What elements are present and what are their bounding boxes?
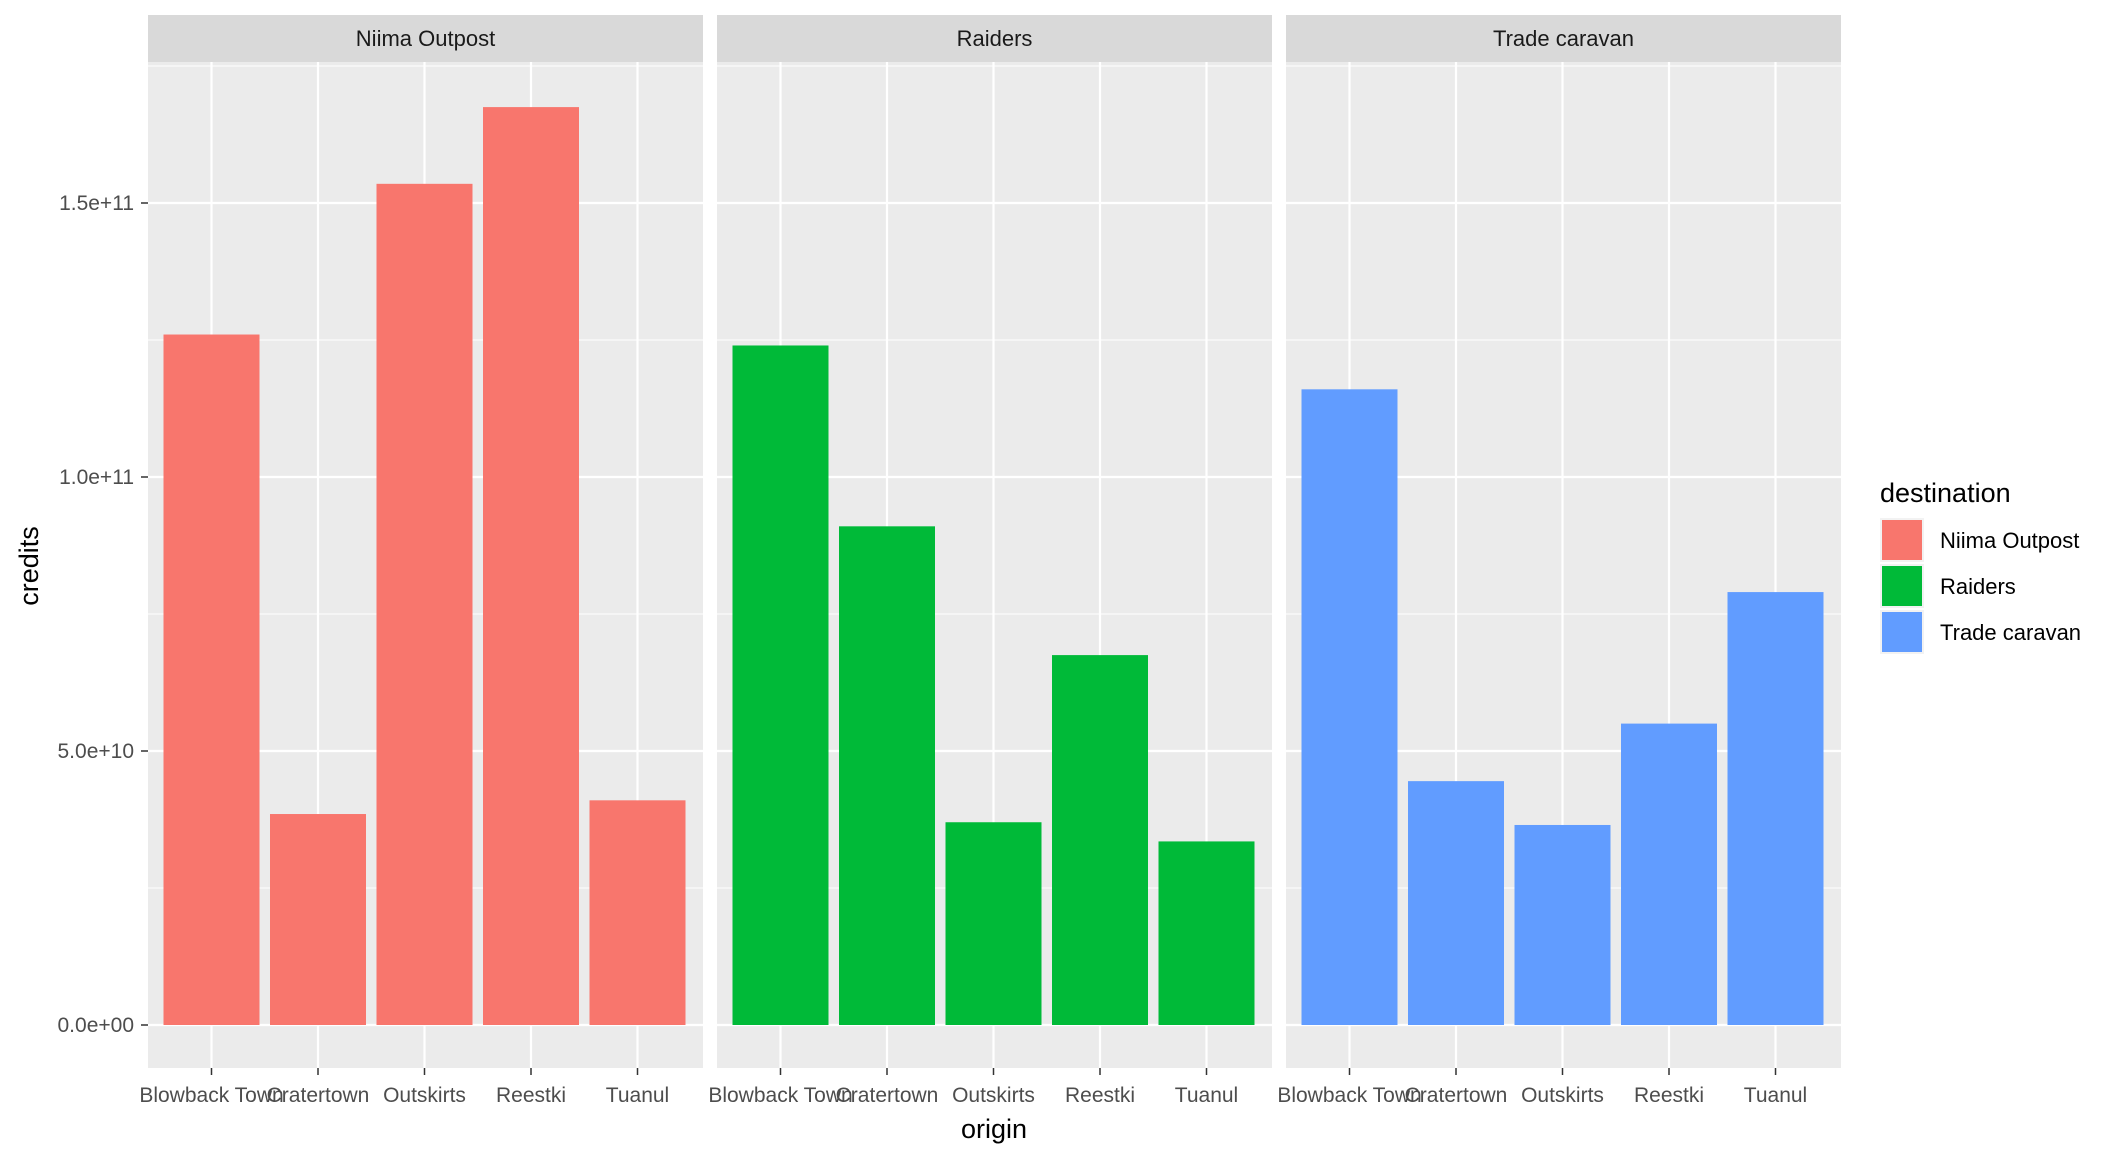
bar [1052, 655, 1148, 1025]
facet-strip [148, 15, 703, 62]
x-tick-label: Blowback Town [1277, 1084, 1421, 1107]
x-tick-label: Outskirts [952, 1084, 1035, 1107]
bar [1408, 781, 1504, 1025]
legend-key [1882, 520, 1922, 560]
facet-strip-label: Raiders [957, 26, 1033, 51]
x-tick-label: Cratertown [267, 1084, 370, 1107]
x-tick-label: Blowback Town [139, 1084, 283, 1107]
facet-strip [1286, 15, 1841, 62]
x-tick-label: Reestki [1065, 1084, 1135, 1107]
legend-label: Niima Outpost [1940, 528, 2079, 553]
x-tick-label: Reestki [1634, 1084, 1704, 1107]
x-tick-label: Cratertown [836, 1084, 939, 1107]
bar [945, 822, 1042, 1025]
y-tick-label: 0.0e+00 [58, 1014, 135, 1037]
x-tick-label: Outskirts [383, 1084, 466, 1107]
bar [589, 800, 686, 1025]
x-axis-title: origin [961, 1114, 1027, 1144]
bar [1727, 592, 1824, 1025]
bar [1301, 389, 1398, 1025]
bar [163, 334, 260, 1025]
legend-key [1882, 612, 1922, 652]
x-tick-label: Cratertown [1405, 1084, 1508, 1107]
bar [839, 526, 935, 1025]
bar [270, 814, 366, 1025]
legend-label: Trade caravan [1940, 620, 2081, 645]
bar [376, 183, 473, 1025]
x-tick-label: Blowback Town [708, 1084, 852, 1107]
y-tick-label: 1.0e+11 [59, 466, 134, 489]
y-tick-label: 5.0e+10 [58, 740, 135, 763]
bar [483, 107, 579, 1026]
y-tick-label: 1.5e+11 [59, 192, 134, 215]
legend-key [1882, 566, 1922, 606]
legend-label: Raiders [1940, 574, 2016, 599]
x-tick-label: Tuanul [1744, 1084, 1807, 1107]
x-tick-label: Tuanul [606, 1084, 669, 1107]
x-tick-label: Outskirts [1521, 1084, 1604, 1107]
y-axis: 0.0e+00 5.0e+10 1.0e+11 1.5e+11 [58, 192, 148, 1037]
bar [732, 345, 829, 1026]
bar [1514, 824, 1611, 1025]
bar [1158, 841, 1255, 1025]
facet-strip [717, 15, 1272, 62]
facet-strip-label: Niima Outpost [356, 26, 495, 51]
x-tick-label: Tuanul [1175, 1084, 1238, 1107]
x-tick-label: Reestki [496, 1084, 566, 1107]
legend-title: destination [1880, 478, 2011, 508]
bar [1621, 723, 1717, 1025]
legend: destination Niima Outpost Raiders Trade ca… [1880, 478, 2081, 654]
y-axis-title: credits [14, 526, 44, 606]
facet-strip-label: Trade caravan [1493, 26, 1634, 51]
